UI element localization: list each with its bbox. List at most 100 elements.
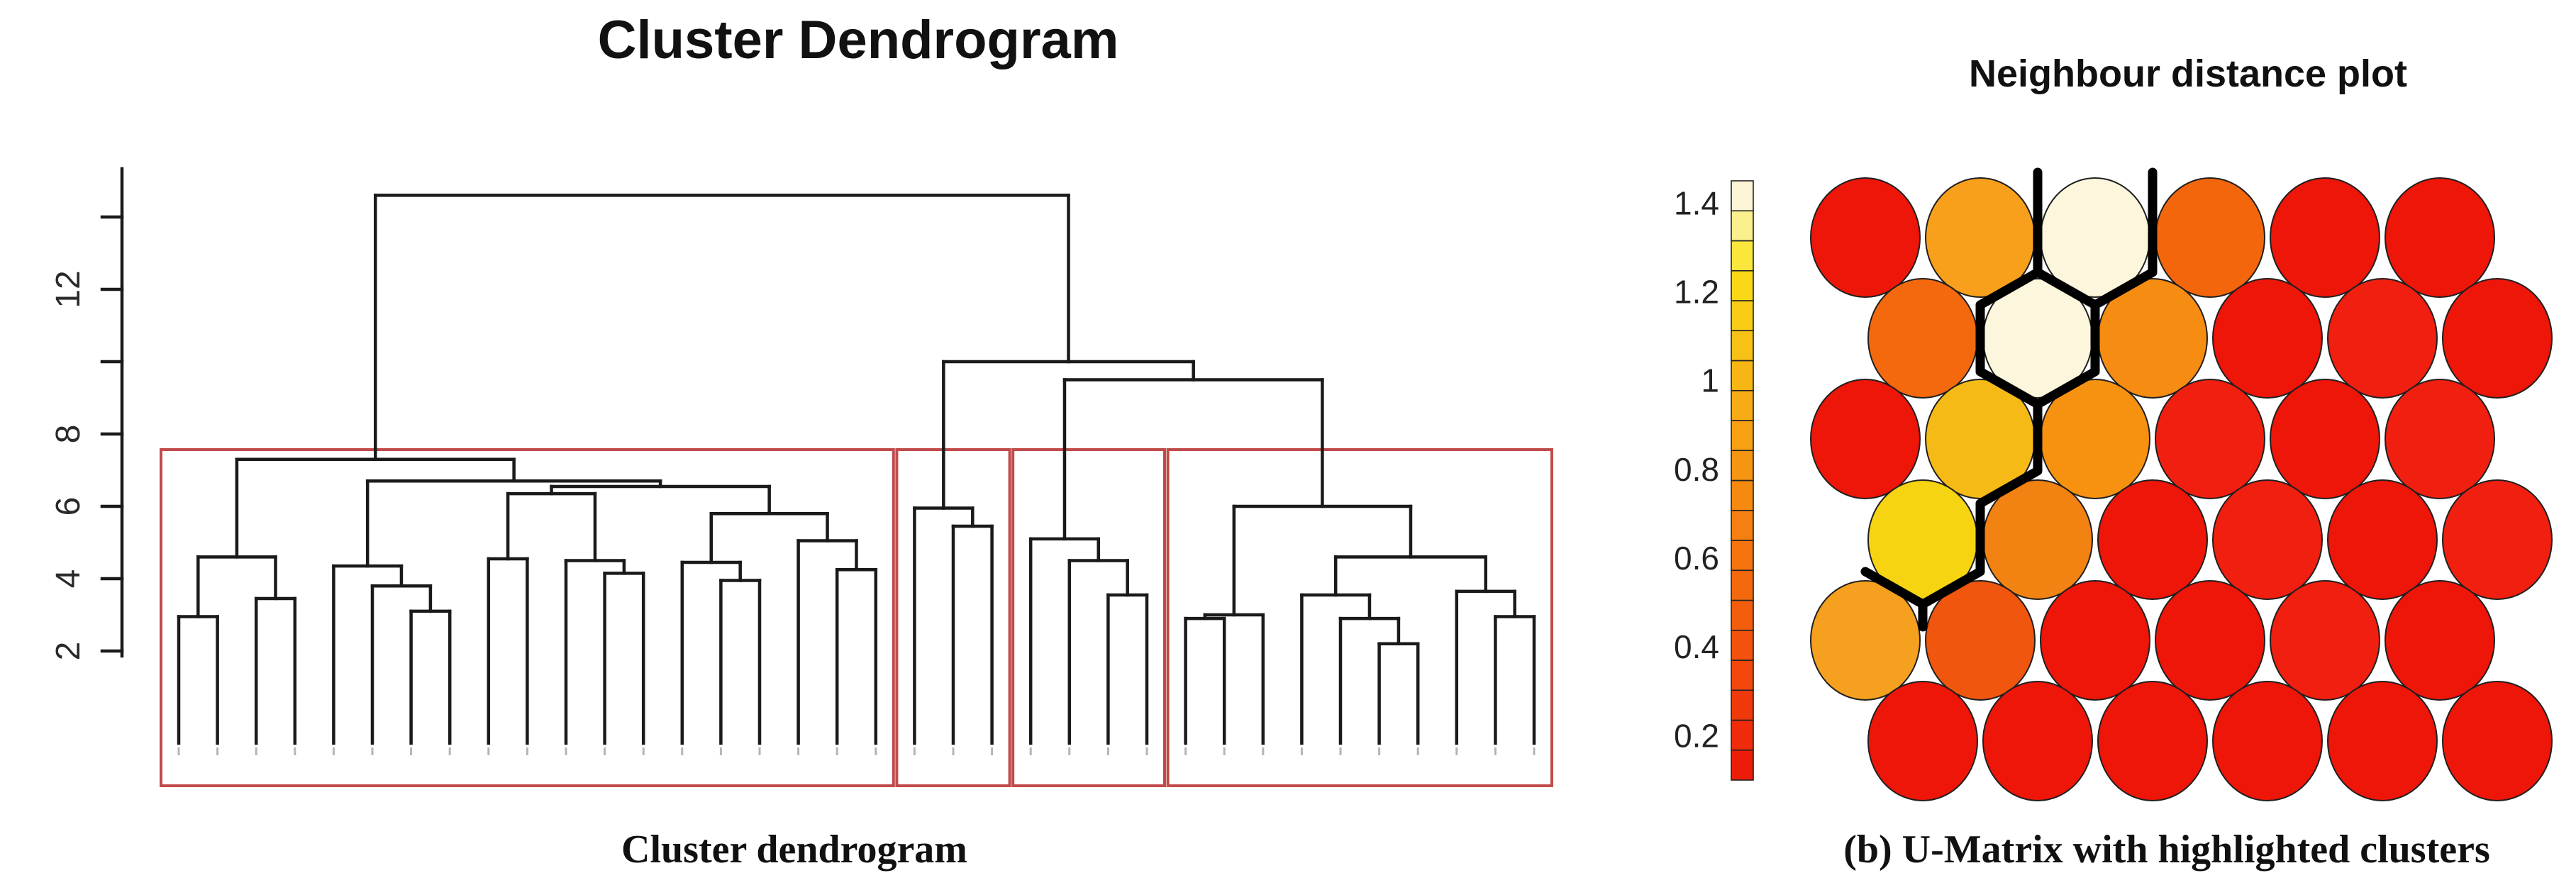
som-cell [1867, 278, 1978, 399]
leaf-mark [255, 747, 257, 755]
leaf-mark [758, 747, 761, 755]
som-cell [2212, 681, 2323, 801]
colorbar-segment [1731, 389, 1754, 421]
cluster-box [1011, 448, 1166, 787]
leaf-mark [1184, 747, 1187, 755]
leaf-mark [719, 747, 722, 755]
y-axis-tick-label: 8 [50, 425, 87, 444]
leaf-mark [1300, 747, 1303, 755]
som-cell [1867, 681, 1978, 801]
colorbar-segment [1731, 300, 1754, 332]
colorbar-segment [1731, 450, 1754, 482]
leaf-mark [913, 747, 916, 755]
colorbar-segment [1731, 660, 1754, 691]
som-cell [2097, 681, 2208, 801]
colorbar-legend: 1.4 1.2 1 0.8 0.6 0.4 0.2 [1674, 180, 1754, 781]
leaf-mark [991, 747, 994, 755]
dendrogram-tree-layer [177, 194, 1536, 745]
colorbar-tick-label: 0.4 [1674, 628, 1719, 665]
y-axis-tick-label: 2 [50, 642, 87, 661]
som-cell [2442, 681, 2553, 801]
som-cell [2270, 379, 2380, 499]
som-cell [1810, 379, 1921, 499]
som-cell [2212, 278, 2323, 399]
colorbar-segment [1731, 420, 1754, 452]
colorbar-segment [1731, 509, 1754, 541]
cluster-box [895, 448, 1011, 787]
leaf-mark [410, 747, 413, 755]
colorbar-segment [1731, 749, 1754, 781]
colorbar-segment [1731, 180, 1754, 212]
leaf-mark [681, 747, 684, 755]
leaf-mark [565, 747, 567, 755]
leaf-mark [1533, 747, 1536, 755]
som-cell [2442, 278, 2553, 399]
som-cell [2155, 379, 2265, 499]
leaf-mark [1455, 747, 1458, 755]
leaf-mark [177, 747, 180, 755]
leaf-mark [1262, 747, 1265, 755]
leaf-mark [371, 747, 374, 755]
som-cell [2155, 580, 2265, 701]
leaf-mark [1106, 747, 1109, 755]
colorbar-segment [1731, 540, 1754, 572]
som-cell [1925, 580, 2036, 701]
dendrogram-caption: Cluster dendrogram [621, 828, 967, 872]
y-axis-tick-label: 6 [50, 497, 87, 516]
som-cell [2385, 580, 2495, 701]
som-cell [1982, 681, 2093, 801]
leaf-mark [332, 747, 335, 755]
som-cell [1982, 479, 2093, 600]
cluster-box [1166, 448, 1553, 787]
colorbar-tick-label: 1.4 [1674, 184, 1719, 221]
cluster-boxes-layer [160, 448, 1553, 787]
leaf-mark [1029, 747, 1032, 755]
colorbar-segment [1731, 569, 1754, 601]
colorbar-tick-label: 1 [1701, 362, 1719, 399]
leaf-mark [604, 747, 606, 755]
colorbar-segment [1731, 689, 1754, 721]
leaf-mark [487, 747, 490, 755]
som-cell [2270, 177, 2380, 298]
colorbar-segment [1731, 269, 1754, 301]
som-cell [2442, 479, 2553, 600]
leaf-mark [1416, 747, 1419, 755]
som-cell [2327, 681, 2438, 801]
colorbar-tick-label: 0.6 [1674, 540, 1719, 577]
som-cell [2327, 479, 2438, 600]
leaf-mark [835, 747, 838, 755]
umatrix-caption: (b) U-Matrix with highlighted clusters [1843, 828, 2490, 872]
cluster-box [160, 448, 895, 787]
colorbar-segment [1731, 330, 1754, 362]
som-cell [2327, 278, 2438, 399]
leaf-mark [526, 747, 528, 755]
colorbar-segment [1731, 360, 1754, 391]
colorbar-tick-label: 0.8 [1674, 451, 1719, 488]
leaf-mark [1145, 747, 1148, 755]
dendrogram-y-axis: 2 4 6 8 12 [50, 167, 124, 661]
leaf-mark [1494, 747, 1497, 755]
colorbar-segment [1731, 599, 1754, 631]
colorbar-segment [1731, 210, 1754, 242]
colorbar-segment [1731, 719, 1754, 751]
colorbar-tick-label: 0.2 [1674, 717, 1719, 754]
leaf-mark [216, 747, 219, 755]
cluster-boundary-layer [1860, 167, 2158, 632]
umatrix-title: Neighbour distance plot [1969, 52, 2407, 95]
leaf-mark [1068, 747, 1071, 755]
colorbar-segment [1731, 240, 1754, 272]
som-grid-layer [1810, 177, 2553, 801]
som-cell [1810, 177, 1921, 298]
som-cell [1810, 580, 1921, 701]
leaf-mark [448, 747, 451, 755]
som-cell [2097, 479, 2208, 600]
colorbar-tick-label: 1.2 [1674, 273, 1719, 310]
leaf-mark [1378, 747, 1381, 755]
cluster-boundary-path [2090, 167, 2158, 310]
leaf-mark [875, 747, 877, 755]
som-cell [2385, 177, 2495, 298]
y-axis-tick-label: 12 [50, 270, 87, 308]
colorbar-segment [1731, 629, 1754, 661]
som-cell [2270, 580, 2380, 701]
